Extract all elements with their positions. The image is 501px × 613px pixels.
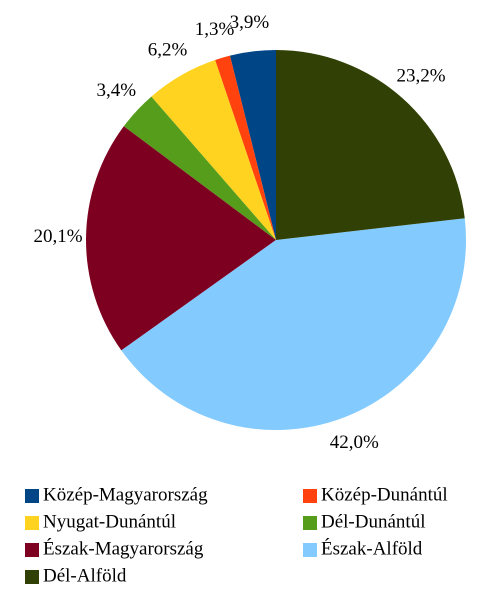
legend-swatch [303, 543, 317, 557]
data-label: 1,3% [195, 19, 235, 40]
data-label: 6,2% [148, 39, 188, 60]
legend-swatch [25, 543, 39, 557]
pie-slice [86, 126, 276, 351]
legend-swatch [25, 570, 39, 584]
data-label: 42,0% [330, 432, 379, 453]
data-label: 3,9% [230, 12, 270, 33]
data-label: 3,4% [96, 80, 136, 101]
pie-slice [229, 50, 276, 240]
legend-label: Dél-Alföld [43, 565, 127, 586]
data-label: 20,1% [33, 226, 82, 247]
data-label: 23,2% [397, 66, 446, 87]
pie-slice [276, 50, 465, 240]
legend-label: Dél-Dunántúl [321, 511, 425, 532]
legend-swatch [303, 516, 317, 530]
pie-slice [123, 96, 276, 241]
legend-swatch [303, 489, 317, 503]
legend-swatch [25, 516, 39, 530]
pie-slice [121, 218, 466, 431]
pie-slice [215, 55, 276, 240]
legend-label: Észak-Alföld [321, 537, 423, 559]
legend-label: Nyugat-Dunántúl [43, 511, 176, 532]
legend-swatch [25, 489, 39, 503]
legend-label: Észak-Magyarország [43, 537, 204, 559]
legend-label: Közép-Dunántúl [321, 484, 448, 505]
legend-label: Közép-Magyarország [43, 484, 208, 505]
pie-slice [151, 60, 276, 240]
